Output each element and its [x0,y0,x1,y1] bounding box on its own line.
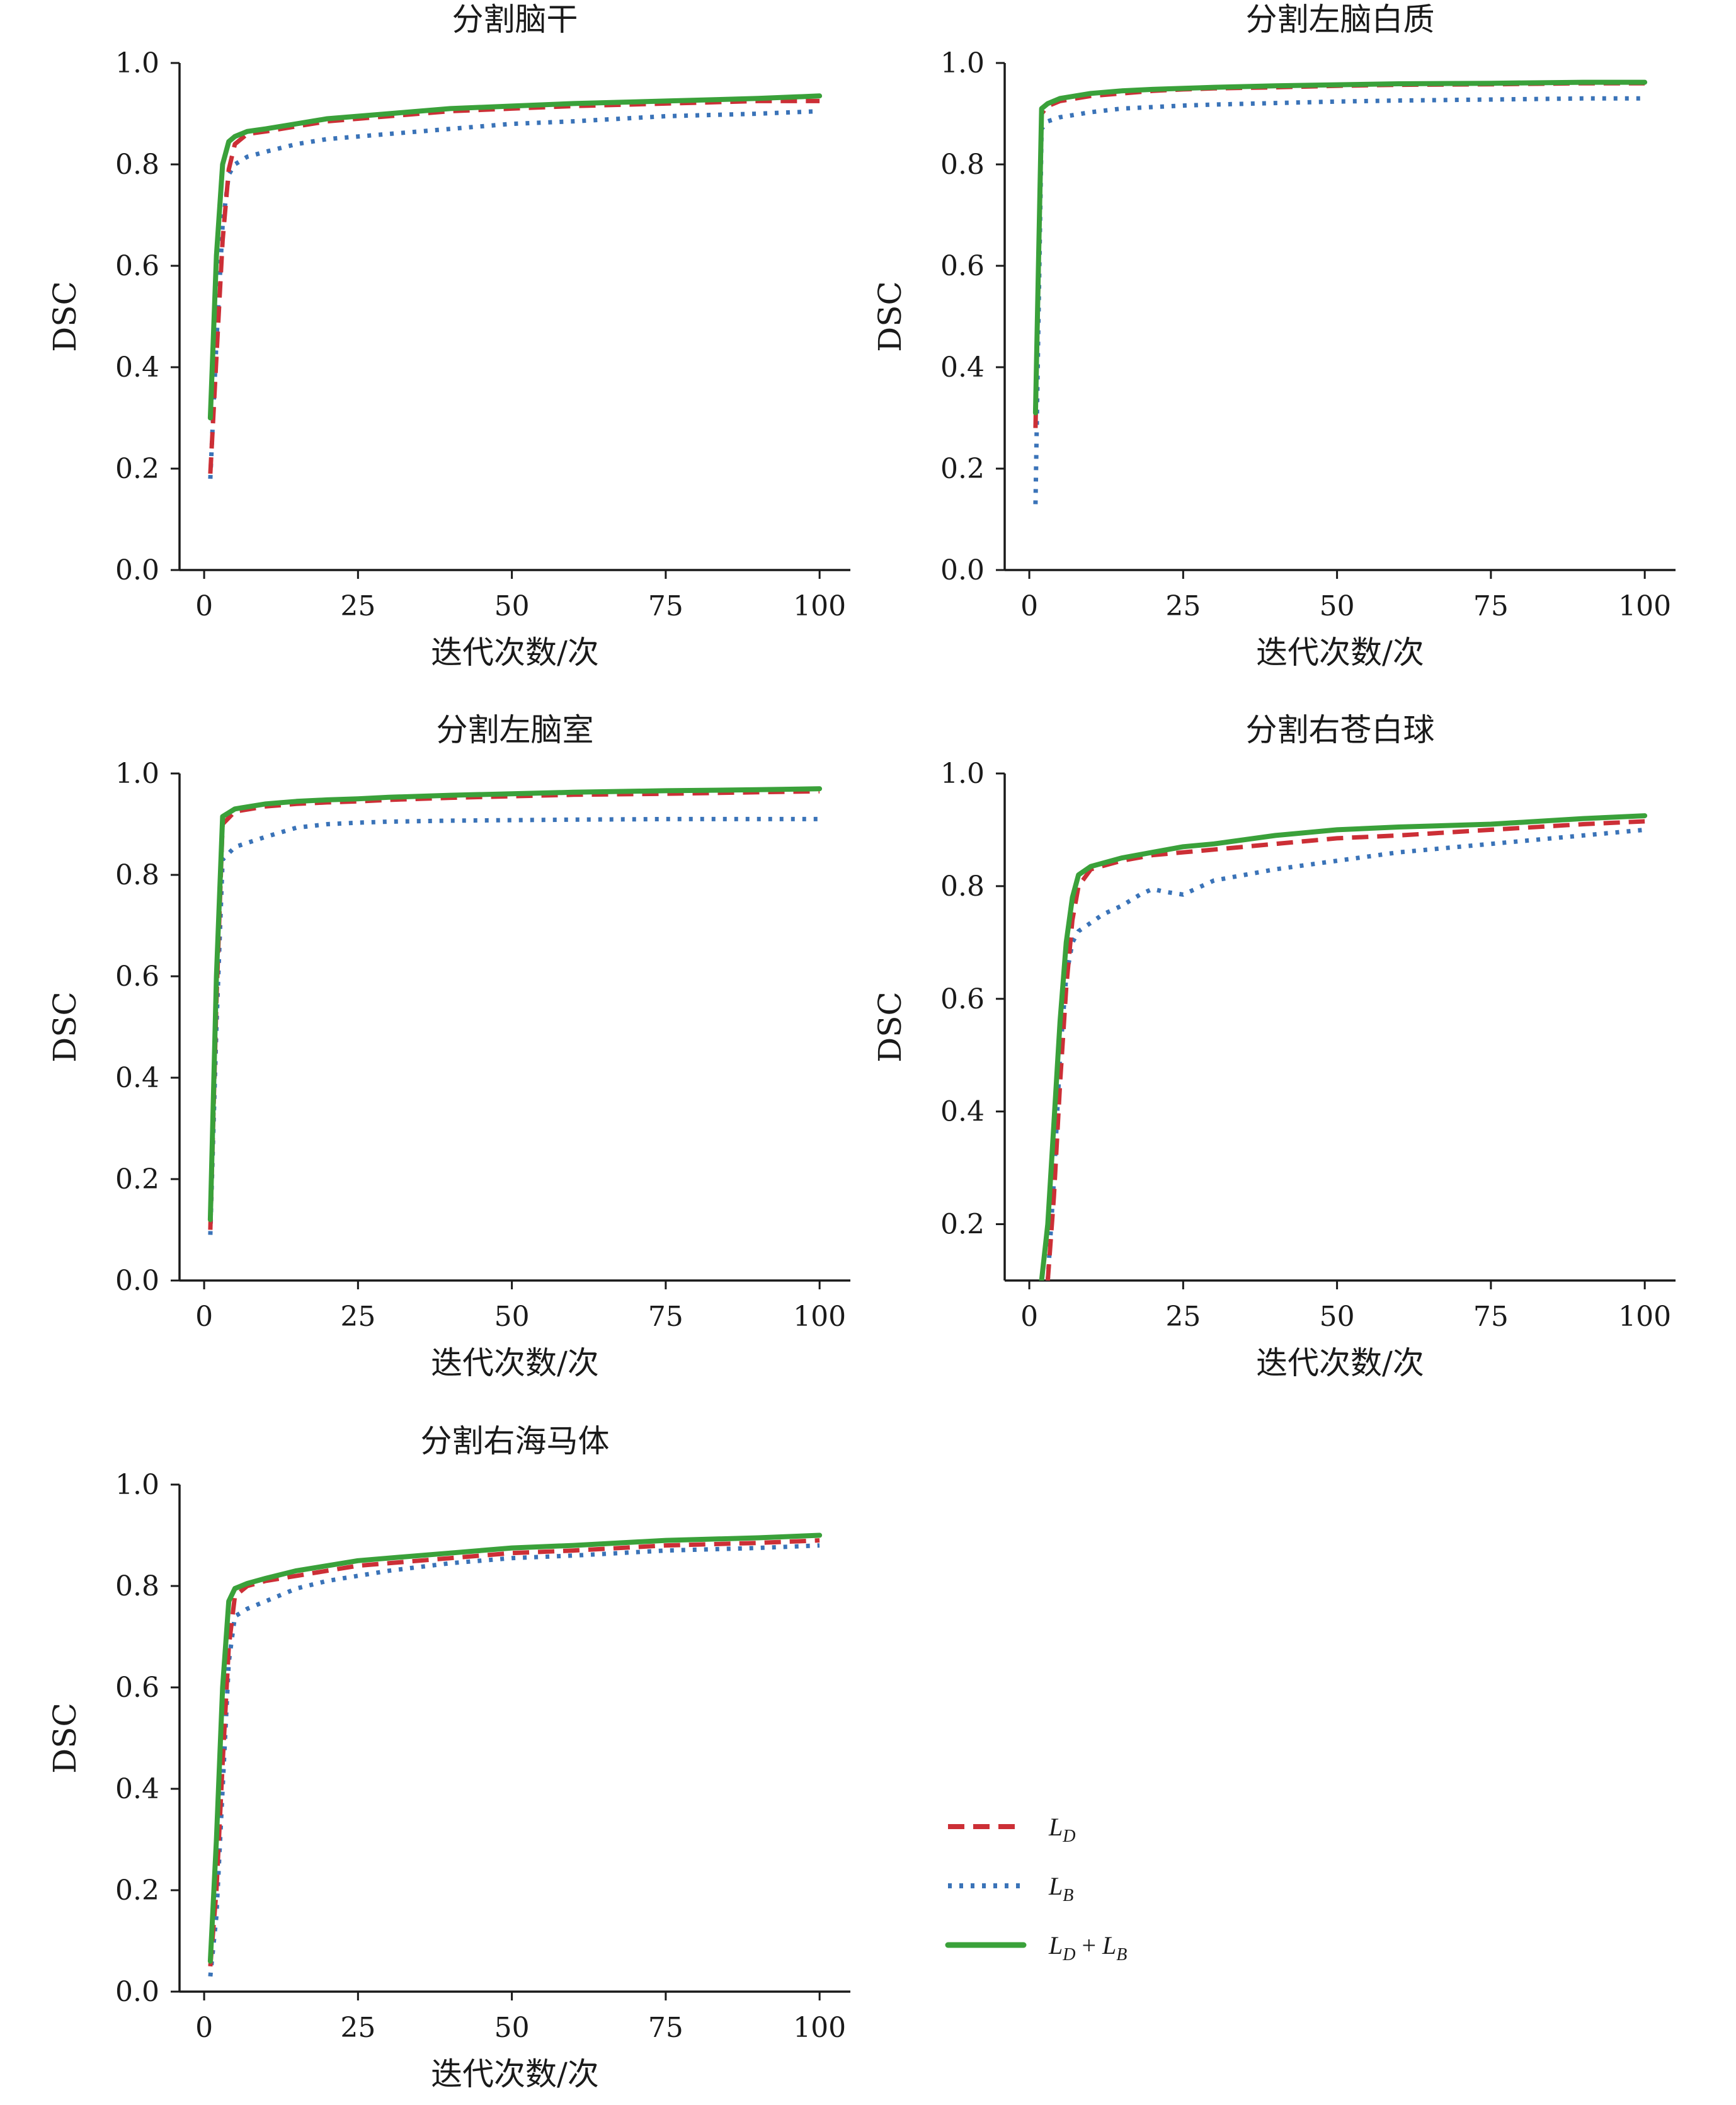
legend-label-lb: LB [1048,1872,1073,1905]
series-line-ld [1033,81,1645,428]
chart-title: 分割左脑室 [437,712,594,748]
x-tick-label: 0 [195,1301,213,1333]
series-line-lb [208,109,820,479]
legend-label-ldlb: LD + LB [1048,1931,1127,1965]
x-tick-label: 50 [1320,590,1355,622]
series-line-ld [208,1538,820,1967]
x-tick-label: 25 [1165,1301,1201,1333]
series-line-lb [208,816,820,1235]
series-line-lb [208,1543,820,1977]
y-tick-label: 1.0 [115,47,159,79]
x-tick-label: 0 [1020,1301,1038,1333]
y-tick-label: 0.6 [115,961,159,993]
series-line-ld [208,98,820,474]
y-tick-label: 0.0 [115,1976,159,2008]
x-axis-label: 迭代次数/次 [1256,634,1424,671]
y-axis-label: DSC [47,1703,83,1774]
series-line-ldlb [1032,79,1648,416]
y-tick-label: 0.8 [115,859,159,891]
chart-panel-3: 分割左脑室 0.0 0.2 0.4 0.6 0.8 1.0 0 25 50 75 100 迭代次数/次 D… [47,712,850,1381]
x-tick-label: 0 [1020,590,1038,622]
x-tick-label: 75 [648,590,683,622]
x-axis-label: 迭代次数/次 [431,1345,599,1381]
x-tick-label: 0 [195,2012,213,2044]
chart-title: 分割脑干 [452,1,578,38]
y-tick-label: 1.0 [115,1469,159,1501]
x-tick-label: 75 [648,2012,683,2044]
y-tick-label: 0.8 [115,149,159,181]
x-tick-label: 25 [340,590,375,622]
y-tick-label: 1.0 [940,47,985,79]
x-tick-label: 50 [494,590,530,622]
y-axis-label: DSC [47,991,83,1063]
y-tick-label: 0.8 [940,149,985,181]
chart-panel-1: 分割脑干 0.0 0.2 0.4 0.6 0.8 1.0 0 25 50 75 100 迭代次数/次 DS… [47,1,850,671]
y-axis-label: DSC [872,991,908,1063]
x-axis-label: 迭代次数/次 [1256,1345,1424,1381]
x-tick-label: 75 [1473,1301,1509,1333]
x-tick-label: 100 [1618,590,1671,622]
y-tick-label: 0.0 [115,1265,159,1297]
chart-title: 分割右海马体 [421,1423,610,1459]
series-line-ld [1045,819,1645,1281]
y-tick-label: 0.4 [940,1096,985,1128]
y-tick-label: 0.4 [115,1062,159,1094]
series-line-ld [208,789,820,1230]
x-tick-label: 100 [793,1301,846,1333]
chart-panel-2: 分割左脑白质 0.0 0.2 0.4 0.6 0.8 1.0 0 25 50 75 100 迭代次数/次… [872,1,1676,671]
series-line-ldlb [207,1532,823,1964]
chart-title: 分割右苍白球 [1246,712,1435,748]
x-tick-label: 0 [195,590,213,622]
series-line-ldlb [207,93,823,421]
y-tick-label: 0.4 [115,351,159,384]
y-tick-label: 0.6 [940,250,985,282]
series-line-ldlb [1039,813,1648,1281]
x-tick-label: 50 [494,2012,530,2044]
legend-label-ld: LD [1048,1813,1075,1846]
chart-panel-5: 分割右海马体 0.0 0.2 0.4 0.6 0.8 1.0 0 25 50 75 100 迭代次数/次… [47,1423,850,2092]
y-tick-label: 0.4 [115,1773,159,1805]
chart-title: 分割左脑白质 [1246,1,1435,38]
y-axis-label: DSC [47,281,83,352]
legend: LD LB LD + LB [945,1813,1127,1965]
y-tick-label: 1.0 [115,758,159,790]
y-tick-label: 0.6 [115,250,159,282]
x-tick-label: 25 [340,2012,375,2044]
y-tick-label: 0.2 [115,1874,159,1907]
chart-panel-4: 分割右苍白球 0.2 0.4 0.6 0.8 1.0 0 25 50 75 100 迭代次数/次 DSC [872,712,1676,1381]
y-tick-label: 1.0 [940,758,985,790]
y-tick-label: 0.2 [940,453,985,485]
y-axis-label: DSC [872,281,908,352]
x-tick-label: 50 [1320,1301,1355,1333]
series-line-lb [1045,827,1645,1281]
y-tick-label: 0.2 [115,1163,159,1195]
y-tick-label: 0.8 [940,870,985,903]
x-tick-label: 100 [793,2012,846,2044]
y-tick-label: 0.2 [115,453,159,485]
y-tick-label: 0.8 [115,1570,159,1602]
x-tick-label: 100 [793,590,846,622]
y-tick-label: 0.0 [940,554,985,586]
y-tick-label: 0.6 [115,1672,159,1704]
x-axis-label: 迭代次数/次 [431,2056,599,2092]
y-tick-label: 0.2 [940,1209,985,1241]
series-line-lb [1033,96,1645,505]
y-tick-label: 0.6 [940,983,985,1015]
series-line-ldlb [207,786,823,1223]
x-tick-label: 25 [340,1301,375,1333]
y-tick-label: 0.4 [940,351,985,384]
x-tick-label: 25 [1165,590,1201,622]
x-tick-label: 50 [494,1301,530,1333]
x-tick-label: 100 [1618,1301,1671,1333]
x-tick-label: 75 [648,1301,683,1333]
y-tick-label: 0.0 [115,554,159,586]
x-axis-label: 迭代次数/次 [431,634,599,671]
x-tick-label: 75 [1473,590,1509,622]
